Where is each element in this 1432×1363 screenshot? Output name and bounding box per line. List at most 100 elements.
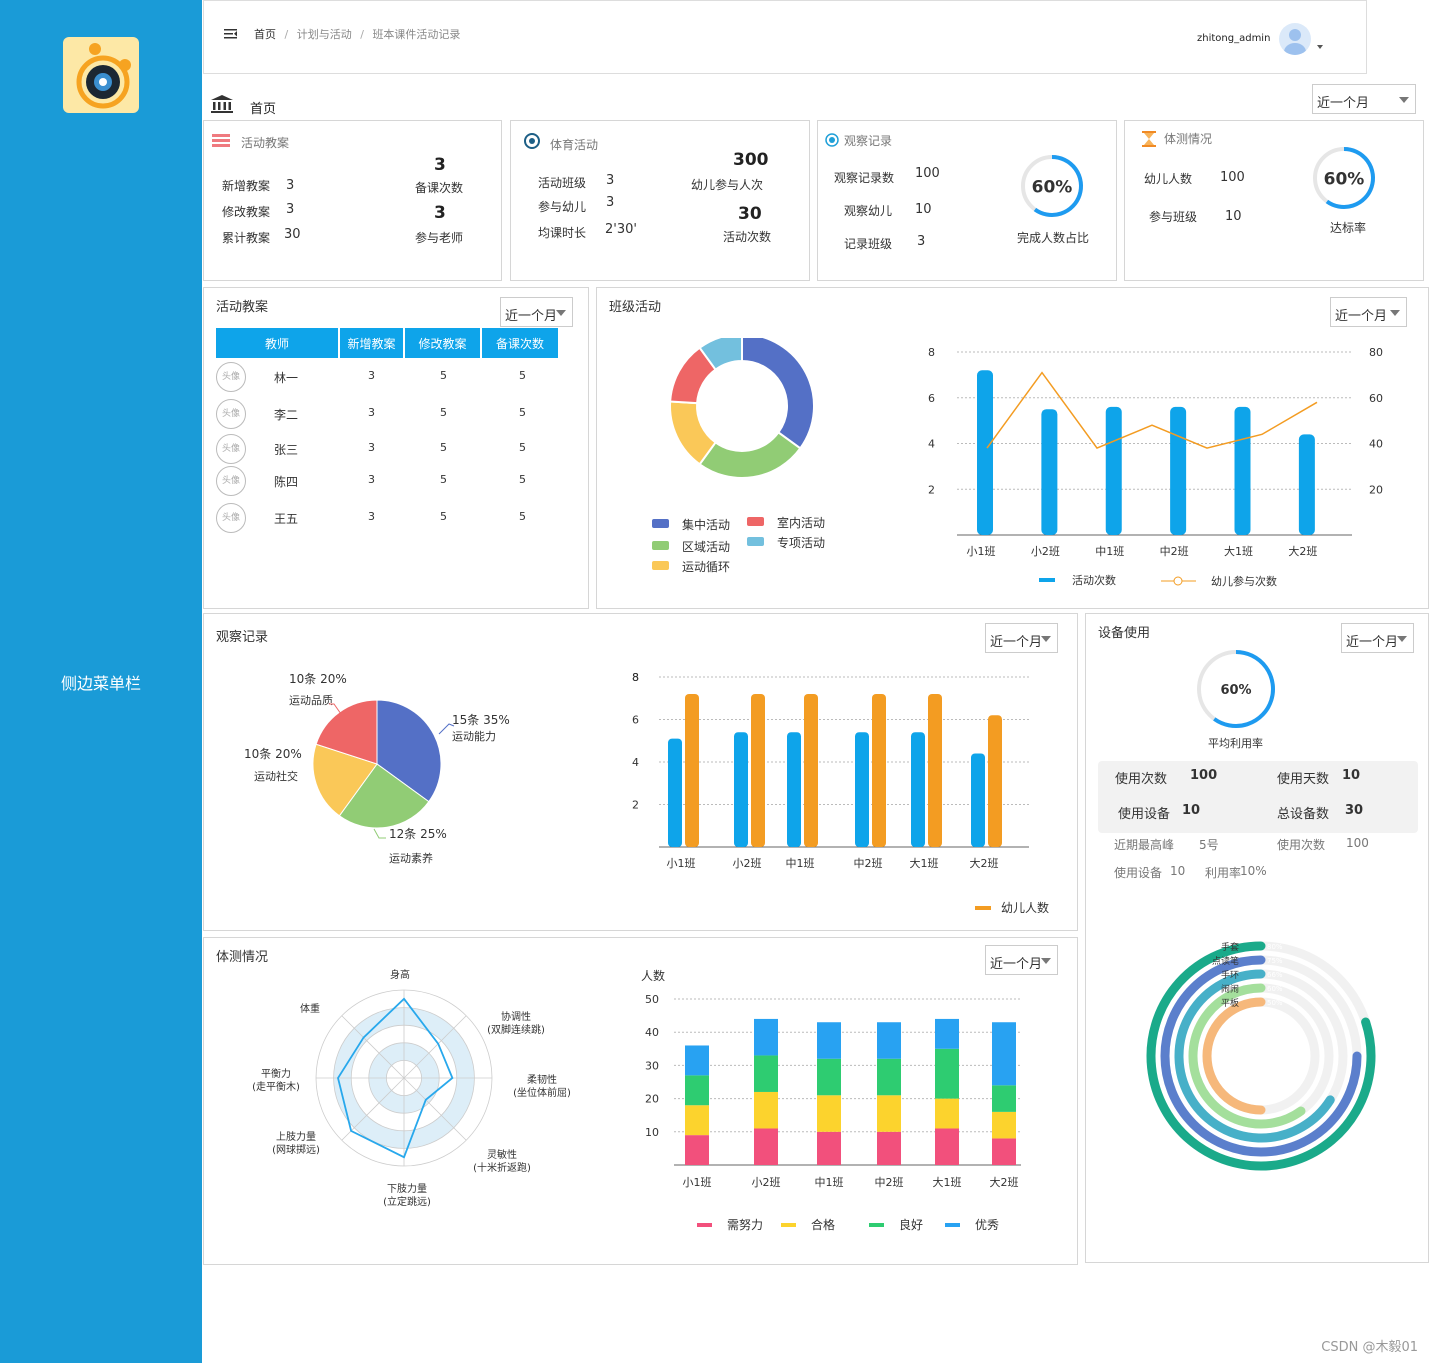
- pie-category-label: 运动社交: [254, 769, 298, 783]
- radial-label: 点读笔: [1212, 955, 1239, 967]
- legend-label[interactable]: 区域活动: [682, 540, 731, 554]
- radar-axis-label: 柔韧性: [527, 1073, 557, 1086]
- stack-segment-优秀: [877, 1022, 901, 1059]
- stat-label: 总设备数: [1277, 807, 1330, 822]
- legend-label: 优秀: [975, 1218, 999, 1232]
- device-period-select[interactable]: 近一个月: [1341, 623, 1414, 653]
- table-cell: 5: [519, 473, 526, 486]
- table-header[interactable]: 修改教案: [405, 328, 480, 358]
- username[interactable]: zhitong_admin: [1197, 33, 1271, 44]
- class-period-select[interactable]: 近一个月: [1330, 297, 1407, 327]
- breadcrumb-home[interactable]: 首页: [254, 28, 276, 41]
- global-period-select[interactable]: 近一个月: [1312, 84, 1416, 114]
- app-logo[interactable]: [63, 37, 139, 113]
- radial-label: 闹闹: [1221, 983, 1239, 995]
- x-tick: 中2班: [1160, 545, 1189, 558]
- y-tick: 4: [928, 438, 935, 451]
- completion-ring: 60%: [1021, 155, 1083, 217]
- pie-value-label: 15条 35%: [452, 713, 510, 727]
- x-tick: 小2班: [733, 857, 762, 870]
- stack-segment-需努力: [877, 1131, 901, 1165]
- panel-observation: 观察记录 近一个月 15条 35% 运动能力 12条 25% 运动素养 10条 20% 运…: [203, 613, 1078, 931]
- table-header[interactable]: 备课次数: [482, 328, 558, 358]
- soccer-icon: [524, 133, 540, 152]
- menu-toggle-icon[interactable]: [224, 28, 237, 40]
- radar-axis-label: 协调性: [501, 1010, 531, 1023]
- avatar[interactable]: [1279, 23, 1311, 55]
- breadcrumb-plan[interactable]: 计划与活动: [296, 28, 352, 41]
- radar-axis-label: 体重: [300, 1002, 320, 1015]
- y2-tick: 20: [1369, 483, 1383, 496]
- peak-value: 5号: [1199, 838, 1219, 852]
- legend-label[interactable]: 室内活动: [777, 516, 826, 530]
- x-tick: 中1班: [815, 1176, 844, 1189]
- legend-swatch: [747, 537, 764, 546]
- x-tick: 大2班: [970, 856, 999, 870]
- stack-segment-良好: [992, 1085, 1016, 1112]
- legend-swatch: [697, 1223, 712, 1227]
- legend-label[interactable]: 集中活动: [682, 518, 731, 532]
- plan-period-select[interactable]: 近一个月: [500, 297, 573, 327]
- stack-segment-良好: [754, 1055, 778, 1092]
- stack-segment-需努力: [754, 1128, 778, 1165]
- table-cell: 5: [519, 510, 526, 523]
- radial-pct: 50%: [1267, 999, 1283, 1007]
- hourglass-icon: [1142, 131, 1156, 150]
- stack-segment-良好: [817, 1058, 841, 1096]
- physical-period-select[interactable]: 近一个月: [985, 945, 1058, 975]
- x-tick: 中2班: [875, 1176, 904, 1189]
- stack-segment-良好: [877, 1058, 901, 1096]
- row-label: 均课时长: [538, 226, 587, 240]
- legend-label[interactable]: 运动循环: [682, 560, 731, 574]
- page-title: 首页: [250, 102, 277, 117]
- card-observation: 观察记录 观察记录数 100 观察幼儿 10 记录班级 3 60% 完成人数占比: [817, 120, 1117, 281]
- caret-down-icon[interactable]: [1317, 45, 1323, 49]
- teacher-name: 林一: [274, 371, 299, 385]
- table-cell: 3: [368, 406, 375, 419]
- bar-观察记录数: [971, 753, 985, 847]
- stack-segment-合格: [685, 1105, 709, 1136]
- table-header[interactable]: 新增教案: [340, 328, 403, 358]
- row-label: 活动班级: [538, 176, 587, 190]
- stat-label: 使用天数: [1277, 772, 1330, 787]
- bar-幼儿人数: [804, 694, 818, 847]
- legend-label: 需努力: [727, 1217, 763, 1232]
- observation-bar-chart: 24688小1班小2班中1班中2班大1班大2班幼儿人数观察记录数: [632, 671, 1049, 915]
- activity-donut-chart: [669, 338, 815, 479]
- row-value: 100: [915, 166, 940, 181]
- pie-slice: [338, 763, 430, 829]
- row-label: 记录班级: [844, 237, 893, 251]
- y-tick: 8: [632, 671, 639, 684]
- table-header[interactable]: 教师: [216, 328, 338, 358]
- radar-axis-sublabel: (双脚连续跳): [487, 1023, 545, 1036]
- table-cell: 5: [519, 441, 526, 454]
- legend-label: 良好: [899, 1217, 923, 1232]
- radar-series: [337, 997, 454, 1159]
- y-tick: 6: [928, 392, 935, 405]
- legend-label[interactable]: 专项活动: [777, 536, 826, 550]
- radial-bar: [1146, 941, 1376, 1171]
- y-axis-title: 人数: [641, 968, 665, 983]
- radar-axis-sublabel: (网球掷远): [272, 1143, 320, 1156]
- radar-axis-label: 灵敏性: [487, 1148, 517, 1161]
- panel-plan-table: 活动教案 近一个月 教师 新增教案 修改教案 备课次数 头像 林一 3 5 5 头像 李二 3…: [203, 287, 589, 609]
- bar-幼儿人数: [928, 694, 942, 847]
- row-value: 3: [606, 195, 615, 210]
- peak-uses-value: 100: [1346, 836, 1369, 850]
- peak-device-label: 使用设备: [1114, 866, 1163, 880]
- observation-period-select[interactable]: 近一个月: [985, 623, 1058, 653]
- ring-progress: [1325, 147, 1375, 209]
- bar-观察记录数: [911, 732, 925, 847]
- pie-value-label: 12条 25%: [389, 827, 447, 841]
- stat-label: 参与老师: [415, 231, 464, 245]
- legend-swatch: [781, 1223, 796, 1227]
- table-cell: 5: [519, 369, 526, 382]
- teacher-name: 陈四: [274, 475, 299, 489]
- radar-axis-sublabel: (走平衡木): [252, 1081, 300, 1093]
- y-tick: 50: [645, 993, 659, 1006]
- peak-label: 近期最高峰: [1114, 838, 1175, 852]
- bar-观察记录数: [734, 732, 748, 847]
- bar-activity: [977, 370, 993, 535]
